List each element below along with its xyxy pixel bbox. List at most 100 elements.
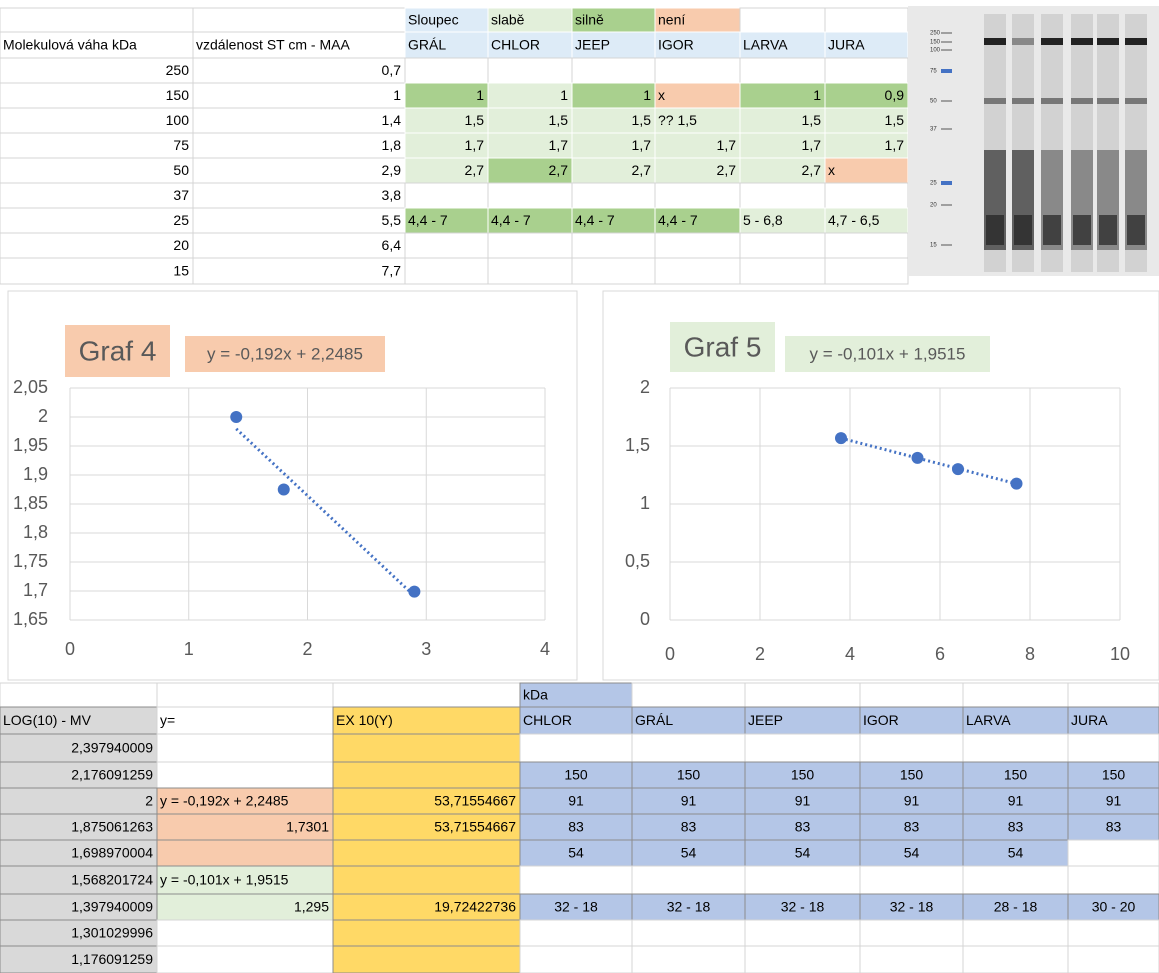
cell-text: 1,295 [294, 899, 329, 915]
y-tick-label: 1,5 [625, 435, 650, 455]
cell [0, 83, 193, 108]
cell-text: není [658, 12, 685, 28]
cell-text: 83 [681, 819, 697, 835]
cell-text: GRÁL [408, 37, 446, 53]
data-point [408, 586, 420, 598]
gel-smear [986, 215, 1004, 245]
cell-text: 2,9 [382, 162, 402, 178]
cell [193, 233, 405, 258]
cell [740, 58, 825, 83]
cell [333, 840, 520, 866]
cell-text: 91 [568, 793, 584, 809]
cell [488, 183, 572, 208]
cell-text: 1,176091259 [71, 951, 153, 967]
cell [632, 946, 745, 973]
trendline-equation: y = -0,101x + 1,9515 [810, 344, 966, 363]
cell [193, 183, 405, 208]
data-point [230, 411, 242, 423]
cell [740, 8, 825, 32]
cell [632, 866, 745, 894]
cell-text: 91 [795, 793, 811, 809]
cell [1068, 946, 1159, 973]
cell [963, 683, 1068, 707]
gel-marker-label: 50 [930, 99, 937, 105]
y-tick-label: 1,9 [23, 464, 48, 484]
cell-text: 1,7 [885, 137, 905, 153]
cell-text: 83 [1106, 819, 1122, 835]
cell [860, 946, 963, 973]
cell-text: 1 [560, 87, 568, 103]
cell-text: 5,5 [382, 212, 402, 228]
cell-text: 83 [1008, 819, 1024, 835]
cell-text: LOG(10) - MV [3, 712, 92, 728]
cell [655, 183, 740, 208]
cell-text: JEEP [575, 37, 610, 53]
cell [333, 920, 520, 946]
cell-text: 2,7 [465, 162, 485, 178]
cell [405, 58, 488, 83]
cell-text: 91 [1106, 793, 1122, 809]
cell-text: JEEP [748, 712, 783, 728]
cell-text: 53,71554667 [434, 793, 516, 809]
cell [963, 920, 1068, 946]
cell-text: vzdálenost ST cm - MAA [196, 37, 350, 53]
cell-text: 1 [476, 87, 484, 103]
cell [0, 183, 193, 208]
cell [632, 920, 745, 946]
cell [825, 58, 908, 83]
y-tick-label: 1 [640, 493, 650, 513]
cell-text: 25 [173, 212, 189, 228]
cell-text: slabě [491, 12, 525, 28]
cell-text: 54 [1008, 845, 1024, 861]
cell [488, 58, 572, 83]
cell [825, 233, 908, 258]
cell [520, 866, 632, 894]
cell-text: 1,8 [382, 137, 402, 153]
cell [825, 158, 908, 183]
cell-text: 32 - 18 [890, 899, 934, 915]
cell-text: 1,7 [632, 137, 652, 153]
cell-text: 4,4 - 7 [408, 212, 448, 228]
cell-text: 1,5 [885, 112, 905, 128]
y-tick-label: 0 [640, 609, 650, 629]
cell-text: 1,4 [382, 112, 402, 128]
y-tick-label: 1,95 [13, 435, 48, 455]
cell-text: 28 - 18 [994, 899, 1038, 915]
cell-text: 75 [173, 137, 189, 153]
cell [632, 734, 745, 762]
cell-text: 4,4 - 7 [575, 212, 615, 228]
cell-text: 30 - 20 [1092, 899, 1136, 915]
gel-marker-label: 20 [930, 203, 937, 209]
cell-text: 250 [166, 62, 190, 78]
cell [157, 734, 333, 762]
cell [405, 258, 488, 284]
cell-text: 15 [173, 263, 189, 279]
cell [157, 840, 333, 866]
gel-band [1071, 38, 1093, 45]
cell [333, 866, 520, 894]
cell [860, 866, 963, 894]
cell-text: 1,301029996 [71, 925, 153, 941]
gel-band [1071, 98, 1093, 104]
cell [745, 734, 860, 762]
cell-text: GRÁL [635, 712, 673, 728]
gel-marker-label: 100 [930, 48, 941, 54]
cell-text: 53,71554667 [434, 819, 516, 835]
cell-text: 1,7 [717, 137, 737, 153]
y-tick-label: 2,05 [13, 377, 48, 397]
data-point [835, 432, 847, 444]
cell-text: 54 [904, 845, 920, 861]
cell [157, 707, 333, 734]
cell-text: JURA [828, 37, 865, 53]
x-tick-label: 0 [65, 639, 75, 659]
gel-smear [1043, 215, 1061, 245]
gel-marker-label: 37 [930, 127, 937, 133]
chart-title: Graf 4 [79, 335, 157, 366]
cell [0, 158, 193, 183]
cell [655, 83, 740, 108]
cell-text: 1,7 [802, 137, 822, 153]
cell [655, 258, 740, 284]
x-tick-label: 4 [845, 644, 855, 664]
gel-band [1097, 98, 1119, 104]
cell [572, 233, 655, 258]
